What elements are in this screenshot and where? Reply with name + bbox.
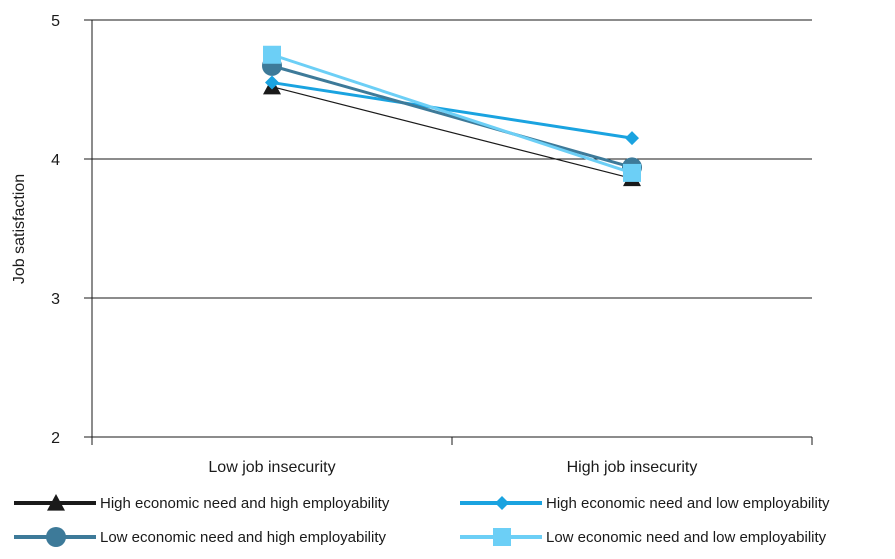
legend-label: High economic need and high employabilit…: [100, 495, 390, 512]
data-point: [625, 131, 639, 146]
series-path: [271, 64, 633, 169]
y-axis-title: Job satisfaction: [11, 174, 28, 284]
series-line: [265, 75, 639, 146]
y-tick-label: 5: [51, 13, 60, 30]
legend-marker: [47, 494, 65, 511]
y-tick-label: 4: [51, 152, 60, 169]
legend: High economic need and high employabilit…: [14, 494, 830, 547]
y-tick-label: 2: [51, 430, 60, 447]
axes: [91, 20, 812, 438]
x-tick-label: High job insecurity: [567, 459, 698, 476]
legend-item: High economic need and high employabilit…: [14, 494, 390, 512]
legend-marker: [495, 496, 509, 510]
series-path: [271, 81, 633, 140]
legend-label: High economic need and low employability: [546, 495, 830, 512]
data-point: [623, 163, 641, 182]
series-path: [271, 53, 633, 175]
gridlines: [92, 19, 812, 299]
legend-marker: [493, 528, 511, 546]
series-line: [263, 45, 641, 182]
y-ticks: 2 3 4 5: [51, 13, 92, 447]
y-tick-label: 3: [51, 291, 60, 308]
legend-item: Low economic need and high employability: [14, 527, 387, 547]
series-group: [262, 45, 642, 187]
x-tick-label: Low job insecurity: [208, 459, 335, 476]
data-point: [265, 75, 279, 90]
legend-label: Low economic need and high employability: [100, 529, 387, 546]
legend-marker: [46, 527, 66, 547]
legend-item: High economic need and low employability: [460, 495, 830, 512]
series-path: [271, 86, 633, 180]
legend-item: Low economic need and low employability: [460, 528, 827, 546]
legend-label: Low economic need and low employability: [546, 529, 827, 546]
data-point: [263, 45, 281, 64]
x-ticks: Low job insecurity High job insecurity: [91, 437, 813, 476]
